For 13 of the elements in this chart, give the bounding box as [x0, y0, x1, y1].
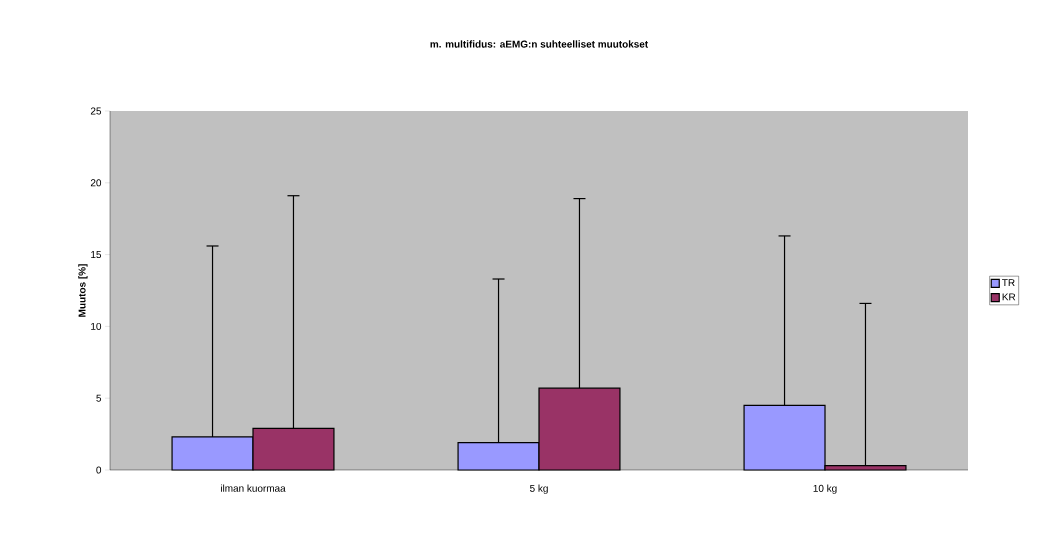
y-tick-label: 5: [96, 394, 102, 402]
chart-title: m. multifidus: aEMG:n suhteelliset muutokset: [430, 40, 649, 48]
y-tick-label: 25: [90, 107, 102, 115]
y-axis-title: Muutos [%]: [78, 264, 88, 317]
x-tick-label: 5 kg: [530, 484, 548, 494]
x-tick-label: ilman kuormaa: [221, 484, 286, 492]
y-tick-label: 0: [96, 466, 102, 474]
legend-label: KR: [1002, 293, 1016, 301]
y-tick-label: 10: [91, 322, 102, 330]
legend-label: TR: [1002, 279, 1015, 287]
y-tick-label: 20: [90, 179, 102, 187]
y-tick-label: 15: [91, 251, 102, 259]
x-tick-label: 10 kg: [813, 484, 837, 494]
